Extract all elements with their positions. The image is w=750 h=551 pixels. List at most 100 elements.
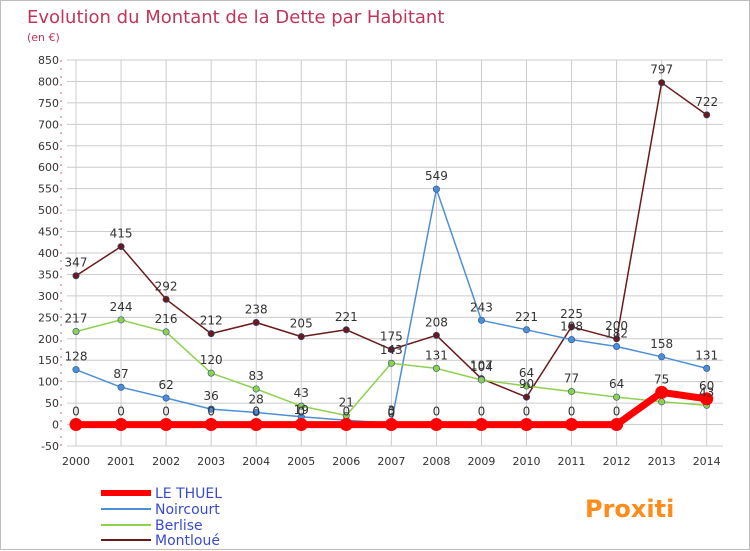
- y-tick-label: 100: [38, 376, 59, 389]
- legend-label-berlise: Berlise: [155, 518, 203, 534]
- data-point-berlise: [297, 402, 305, 410]
- data-point-noircourt: [522, 326, 530, 334]
- data-label-montlou-: 722: [695, 95, 718, 109]
- data-label-montlou-: 292: [155, 279, 178, 293]
- x-tick-label: 2010: [513, 455, 541, 468]
- data-label-noircourt: 131: [695, 348, 718, 362]
- data-point-le-thuel: [204, 418, 218, 432]
- data-point-noircourt: [613, 342, 621, 350]
- legend-label-le-thuel: LE THUEL: [155, 486, 222, 502]
- chart-subtitle: (en €): [27, 31, 60, 44]
- axis-layer: -500501001502002503003504004505005506006…: [38, 54, 721, 468]
- data-point-le-thuel: [474, 418, 488, 432]
- data-label-berlise: 104: [470, 360, 493, 374]
- data-point-noircourt: [72, 366, 80, 374]
- data-label-montlou-: 797: [650, 63, 673, 77]
- data-point-berlise: [522, 382, 530, 390]
- proxiti-logo-text: Proxiti: [585, 495, 674, 523]
- data-label-le-thuel: 0: [252, 405, 260, 419]
- data-point-noircourt: [162, 394, 170, 402]
- data-label-noircourt: 87: [113, 367, 128, 381]
- legend-label-montloue: Montloué: [155, 533, 220, 549]
- x-tick-label: 2002: [152, 455, 180, 468]
- data-label-le-thuel: 0: [478, 405, 486, 419]
- series-layer: [69, 79, 714, 432]
- data-label-montlou-: 175: [380, 330, 403, 344]
- data-label-montlou-: 212: [200, 314, 223, 328]
- data-label-noircourt: 62: [158, 378, 173, 392]
- y-tick-label: 750: [38, 97, 59, 110]
- x-tick-label: 2012: [603, 455, 631, 468]
- chart-title: Evolution du Montant de la Dette par Hab…: [27, 7, 444, 28]
- x-tick-label: 2014: [693, 455, 721, 468]
- y-tick-label: 850: [38, 54, 59, 67]
- data-label-noircourt: 182: [605, 326, 628, 340]
- data-point-montlou-: [252, 318, 260, 326]
- x-tick-label: 2009: [467, 455, 495, 468]
- legend: LE THUEL Noircourt Berlise Montloué: [101, 486, 222, 549]
- y-tick-label: 700: [38, 118, 59, 131]
- data-point-berlise: [658, 398, 666, 406]
- data-label-noircourt: 549: [425, 169, 448, 183]
- data-point-berlise: [252, 385, 260, 393]
- data-label-berlise: 83: [249, 369, 264, 383]
- y-tick-label: 400: [38, 247, 59, 260]
- data-point-montlou-: [613, 335, 621, 343]
- x-tick-label: 2013: [648, 455, 676, 468]
- y-tick-label: 50: [45, 397, 59, 410]
- data-point-berlise: [477, 376, 485, 384]
- y-tick-label: -50: [41, 440, 59, 453]
- data-point-montlou-: [387, 345, 395, 353]
- y-tick-label: 500: [38, 204, 59, 217]
- x-tick-label: 2008: [422, 455, 450, 468]
- data-label-berlise: 77: [564, 372, 579, 386]
- data-label-le-thuel: 0: [433, 405, 441, 419]
- data-label-le-thuel: 75: [654, 372, 669, 386]
- data-label-noircourt: 28: [249, 393, 264, 407]
- data-point-montlou-: [568, 323, 576, 331]
- data-label-noircourt: 3: [388, 403, 396, 417]
- y-tick-label: 250: [38, 311, 59, 324]
- y-tick-label: 150: [38, 354, 59, 367]
- data-label-berlise: 216: [155, 312, 178, 326]
- y-tick-label: 450: [38, 226, 59, 239]
- data-label-noircourt: 243: [470, 300, 493, 314]
- data-point-noircourt: [703, 364, 711, 372]
- y-tick-label: 800: [38, 75, 59, 88]
- data-label-le-thuel: 0: [568, 405, 576, 419]
- data-label-montlou-: 107: [470, 359, 493, 373]
- data-label-le-thuel: 0: [207, 405, 215, 419]
- data-label-extra: 0: [388, 406, 396, 420]
- y-tick-label: 650: [38, 140, 59, 153]
- x-tick-label: 2007: [377, 455, 405, 468]
- x-tick-label: 2000: [62, 455, 90, 468]
- data-point-le-thuel: [114, 418, 128, 432]
- y-tick-label: 600: [38, 161, 59, 174]
- data-label-montlou-: 225: [560, 307, 583, 321]
- x-tick-label: 2006: [332, 455, 360, 468]
- data-point-berlise: [117, 316, 125, 324]
- data-point-noircourt: [432, 185, 440, 193]
- data-label-berlise: 64: [609, 377, 624, 391]
- data-point-le-thuel: [610, 418, 624, 432]
- data-point-berlise: [162, 328, 170, 336]
- data-point-montlou-: [658, 79, 666, 87]
- data-point-montlou-: [703, 111, 711, 119]
- data-label-montlou-: 347: [65, 256, 88, 270]
- data-label-le-thuel: 60: [699, 379, 714, 393]
- data-label-le-thuel: 0: [523, 405, 531, 419]
- data-point-montlou-: [342, 326, 350, 334]
- data-label-noircourt: 221: [515, 310, 538, 324]
- data-point-le-thuel: [339, 418, 353, 432]
- data-label-noircourt: 158: [650, 337, 673, 351]
- data-label-montlou-: 238: [245, 302, 268, 316]
- data-label-le-thuel: 0: [388, 405, 396, 419]
- data-point-noircourt: [252, 409, 260, 417]
- data-point-noircourt: [568, 336, 576, 344]
- data-point-le-thuel: [700, 392, 714, 406]
- data-point-berlise: [387, 359, 395, 367]
- data-label-berlise: 217: [65, 311, 88, 325]
- x-tick-label: 2011: [558, 455, 586, 468]
- data-point-berlise: [568, 388, 576, 396]
